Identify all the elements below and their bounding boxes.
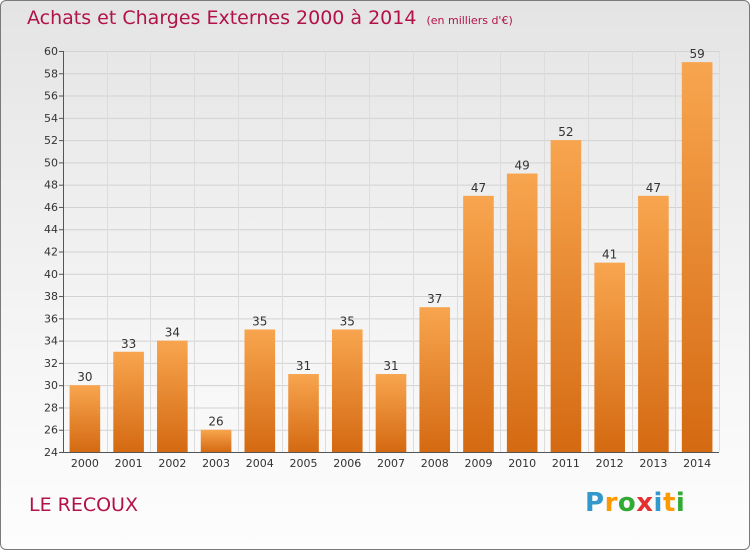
place-name: LE RECOUX	[29, 494, 138, 516]
bar-2013[interactable]	[638, 195, 669, 453]
value-label: 47	[646, 181, 661, 195]
y-tick-label: 44	[44, 223, 58, 236]
axes: 24 26 28 30 32 34 36 38 40 42 44 46 48 50 52 54 56 58 60	[44, 45, 719, 459]
value-label: 37	[427, 292, 442, 306]
bar-2012[interactable]	[594, 262, 625, 452]
y-tick-label: 38	[44, 290, 58, 303]
logo-letter: o	[617, 488, 637, 518]
bar-2005[interactable]	[288, 374, 319, 452]
logo-letter: i	[653, 488, 663, 518]
logo-letter: P	[585, 488, 605, 518]
logo-letter: i	[675, 488, 686, 518]
bar-2009[interactable]	[463, 195, 494, 453]
y-tick-label: 50	[44, 156, 58, 169]
bar-2010[interactable]	[506, 173, 538, 452]
y-tick-label: 58	[44, 67, 58, 80]
y-tick-label: 46	[44, 201, 58, 214]
value-label: 31	[296, 359, 311, 373]
bar-2000[interactable]	[69, 385, 101, 452]
value-label: 41	[602, 248, 617, 262]
bars	[69, 62, 713, 453]
bar-2004[interactable]	[244, 329, 276, 452]
logo-letter: r	[604, 488, 618, 518]
x-tick-label: 2006	[333, 457, 361, 470]
proxiti-logo[interactable]: Proxiti	[585, 488, 685, 518]
logo-letter: t	[662, 488, 676, 518]
x-tick-label: 2010	[508, 457, 536, 470]
x-tick-label: 2003	[202, 457, 230, 470]
x-tick-label: 2008	[421, 457, 449, 470]
x-tick-label: 2009	[464, 457, 492, 470]
x-tick-label: 2012	[596, 457, 624, 470]
y-tick-label: 48	[44, 179, 58, 192]
bar-2001[interactable]	[113, 351, 144, 452]
title-row: Achats et Charges Externes 2000 à 2014 (e…	[27, 7, 513, 29]
y-tick-label: 26	[44, 424, 58, 437]
bar-2006[interactable]	[331, 329, 363, 452]
logo-letter: x	[636, 488, 654, 518]
bar-2003[interactable]	[200, 429, 232, 452]
y-tick-label: 24	[44, 446, 58, 459]
chart-subtitle: (en milliers d'€)	[426, 14, 513, 27]
y-tick-label: 42	[44, 246, 58, 259]
y-tick-label: 32	[44, 357, 58, 370]
bar-2008[interactable]	[419, 307, 451, 452]
value-label: 59	[689, 47, 704, 61]
value-label: 34	[165, 326, 180, 340]
bar-2011[interactable]	[550, 140, 582, 452]
x-tick-label: 2001	[115, 457, 143, 470]
x-tick-label: 2004	[246, 457, 274, 470]
x-tick-label: 2007	[377, 457, 405, 470]
y-tick-label: 54	[44, 112, 58, 125]
x-tick-label: 2011	[552, 457, 580, 470]
chart-title: Achats et Charges Externes 2000 à 2014	[27, 7, 417, 29]
x-tick-label: 2013	[639, 457, 667, 470]
value-label: 30	[77, 370, 92, 384]
bar-2002[interactable]	[157, 340, 188, 452]
value-label: 52	[558, 125, 573, 139]
y-tick-label: 30	[44, 379, 58, 392]
y-tick-label: 52	[44, 134, 58, 147]
x-tick-label: 2005	[290, 457, 318, 470]
value-label: 35	[340, 314, 355, 328]
value-label: 35	[252, 314, 267, 328]
y-tick-label: 36	[44, 312, 58, 325]
x-tick-label: 2000	[71, 457, 99, 470]
bar-2007[interactable]	[375, 374, 407, 452]
y-tick-label: 28	[44, 401, 58, 414]
y-tick-label: 40	[44, 268, 58, 281]
value-label: 31	[383, 359, 398, 373]
value-label: 26	[208, 415, 223, 429]
labels: 30 2000 33 2001 34 2002 26 2003 35 2004 31 2005 35 20…	[71, 47, 711, 470]
x-tick-label: 2014	[683, 457, 711, 470]
y-tick-label: 34	[44, 335, 58, 348]
bar-2014[interactable]	[681, 62, 713, 453]
value-label: 33	[121, 337, 136, 351]
value-label: 47	[471, 181, 486, 195]
y-tick-label: 56	[44, 90, 58, 103]
value-label: 49	[515, 159, 530, 173]
x-tick-label: 2002	[158, 457, 186, 470]
y-tick-label: 60	[44, 45, 58, 58]
